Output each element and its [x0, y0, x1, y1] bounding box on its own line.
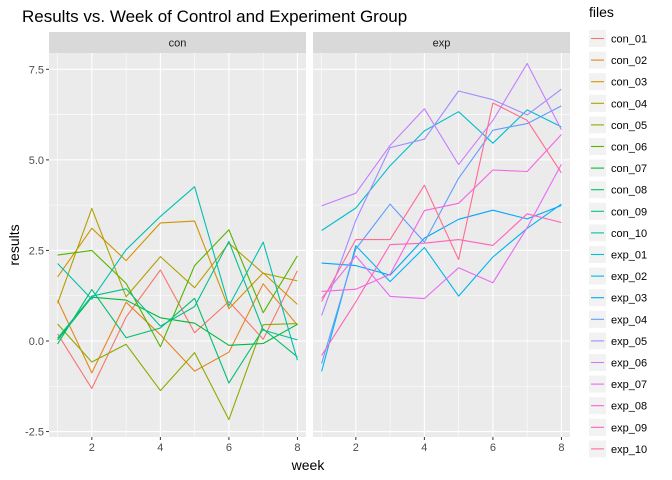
legend-title: files [589, 4, 614, 20]
legend-label: con_04 [611, 98, 647, 110]
x-tick-label: 8 [294, 442, 300, 454]
series-line-con_09 [57, 240, 298, 341]
legend-label: exp_06 [611, 358, 647, 370]
legend-item-con_03: con_03 [589, 73, 647, 91]
series-line-con_05 [57, 323, 298, 421]
legend-label: exp_03 [611, 293, 647, 305]
legend-label: con_03 [611, 77, 647, 89]
legend-item-con_09: con_09 [589, 202, 647, 220]
y-tick-label: 0.0 [29, 336, 44, 348]
series-line-exp_02 [321, 203, 562, 372]
series-line-con_03 [57, 220, 298, 310]
legend-label: con_07 [611, 163, 647, 175]
x-tick-label: 2 [353, 442, 359, 454]
legend-label: con_01 [611, 34, 647, 46]
y-tick-label: 2.5 [29, 245, 44, 257]
legend-label: exp_01 [611, 250, 647, 262]
x-tick-label: 8 [558, 442, 564, 454]
legend-label: exp_05 [611, 336, 647, 348]
legend-item-con_02: con_02 [589, 51, 647, 69]
panel-exp: exp 2 4 6 8 [313, 32, 570, 454]
strip-label-con: con [169, 38, 187, 50]
legend-item-exp_01: exp_01 [589, 246, 647, 263]
legend-item-exp_03: exp_03 [589, 289, 647, 307]
series-line-con_10 [57, 186, 298, 361]
legend-label: exp_09 [611, 422, 647, 434]
legend-label: exp_10 [611, 444, 647, 456]
y-tick-label: 5.0 [29, 155, 44, 167]
series-line-exp_03 [321, 204, 562, 276]
legend-label: con_05 [611, 120, 647, 132]
legend-item-exp_02: exp_02 [589, 267, 647, 285]
chart-title: Results vs. Week of Control and Experime… [22, 7, 407, 26]
series-line-exp_04 [321, 105, 562, 364]
legend-label: exp_02 [611, 271, 647, 283]
legend-label: exp_08 [611, 401, 647, 413]
x-tick-label: 2 [89, 442, 95, 454]
legend-item-con_04: con_04 [589, 94, 647, 112]
legend-label: con_08 [611, 185, 647, 197]
y-axis-title: results [6, 224, 22, 265]
legend-item-exp_08: exp_08 [589, 397, 647, 415]
panel-background [49, 53, 306, 437]
legend-item-exp_07: exp_07 [589, 375, 647, 393]
strip-con [49, 32, 306, 53]
series-line-exp_06 [321, 62, 562, 207]
panel-con: con 2 4 6 8 -2.5 0.0 2.5 5.0 7.5 [25, 32, 306, 454]
x-axis-title: week [291, 457, 326, 473]
legend-item-con_07: con_07 [589, 159, 647, 177]
series-line-exp_09 [321, 213, 562, 356]
legend-item-exp_05: exp_05 [589, 332, 647, 350]
strip-label-exp: exp [433, 38, 451, 50]
series-line-exp_01 [321, 109, 562, 231]
legend-item-exp_10: exp_10 [589, 440, 647, 458]
series-line-exp_08 [321, 134, 562, 292]
series-line-exp_07 [321, 163, 562, 300]
legend-label: con_10 [611, 228, 647, 240]
legend-item-exp_09: exp_09 [589, 418, 647, 436]
legend-label: exp_04 [611, 314, 647, 326]
series-line-con_08 [57, 289, 298, 384]
legend-item-exp_06: exp_06 [589, 354, 647, 371]
x-tick-label: 6 [490, 442, 496, 454]
legend-label: con_06 [611, 142, 647, 154]
series-line-con_04 [57, 207, 298, 304]
series-line-con_06 [57, 229, 298, 348]
strip-exp [313, 32, 570, 53]
x-tick-label: 4 [157, 442, 163, 454]
legend-item-con_05: con_05 [589, 116, 647, 134]
legend-item-con_08: con_08 [589, 181, 647, 199]
legend-label: con_09 [611, 206, 647, 218]
y-tick-label: 7.5 [29, 64, 44, 76]
legend-label: exp_07 [611, 379, 647, 391]
legend-item-con_01: con_01 [589, 30, 647, 47]
legend: files con_01 con_02 con_03 con_04 con_05 con_… [589, 4, 647, 458]
legend-item-con_06: con_06 [589, 138, 647, 155]
series-line-exp_10 [321, 102, 562, 302]
series-line-con_02 [57, 283, 298, 374]
x-tick-label: 4 [421, 442, 427, 454]
series-line-exp_05 [321, 88, 562, 316]
legend-item-exp_04: exp_04 [589, 310, 647, 328]
legend-item-con_10: con_10 [589, 224, 647, 242]
series-line-con_01 [57, 269, 298, 390]
x-tick-label: 6 [226, 442, 232, 454]
y-tick-label: -2.5 [25, 427, 44, 439]
legend-label: con_02 [611, 55, 647, 67]
panel-background [313, 53, 570, 437]
